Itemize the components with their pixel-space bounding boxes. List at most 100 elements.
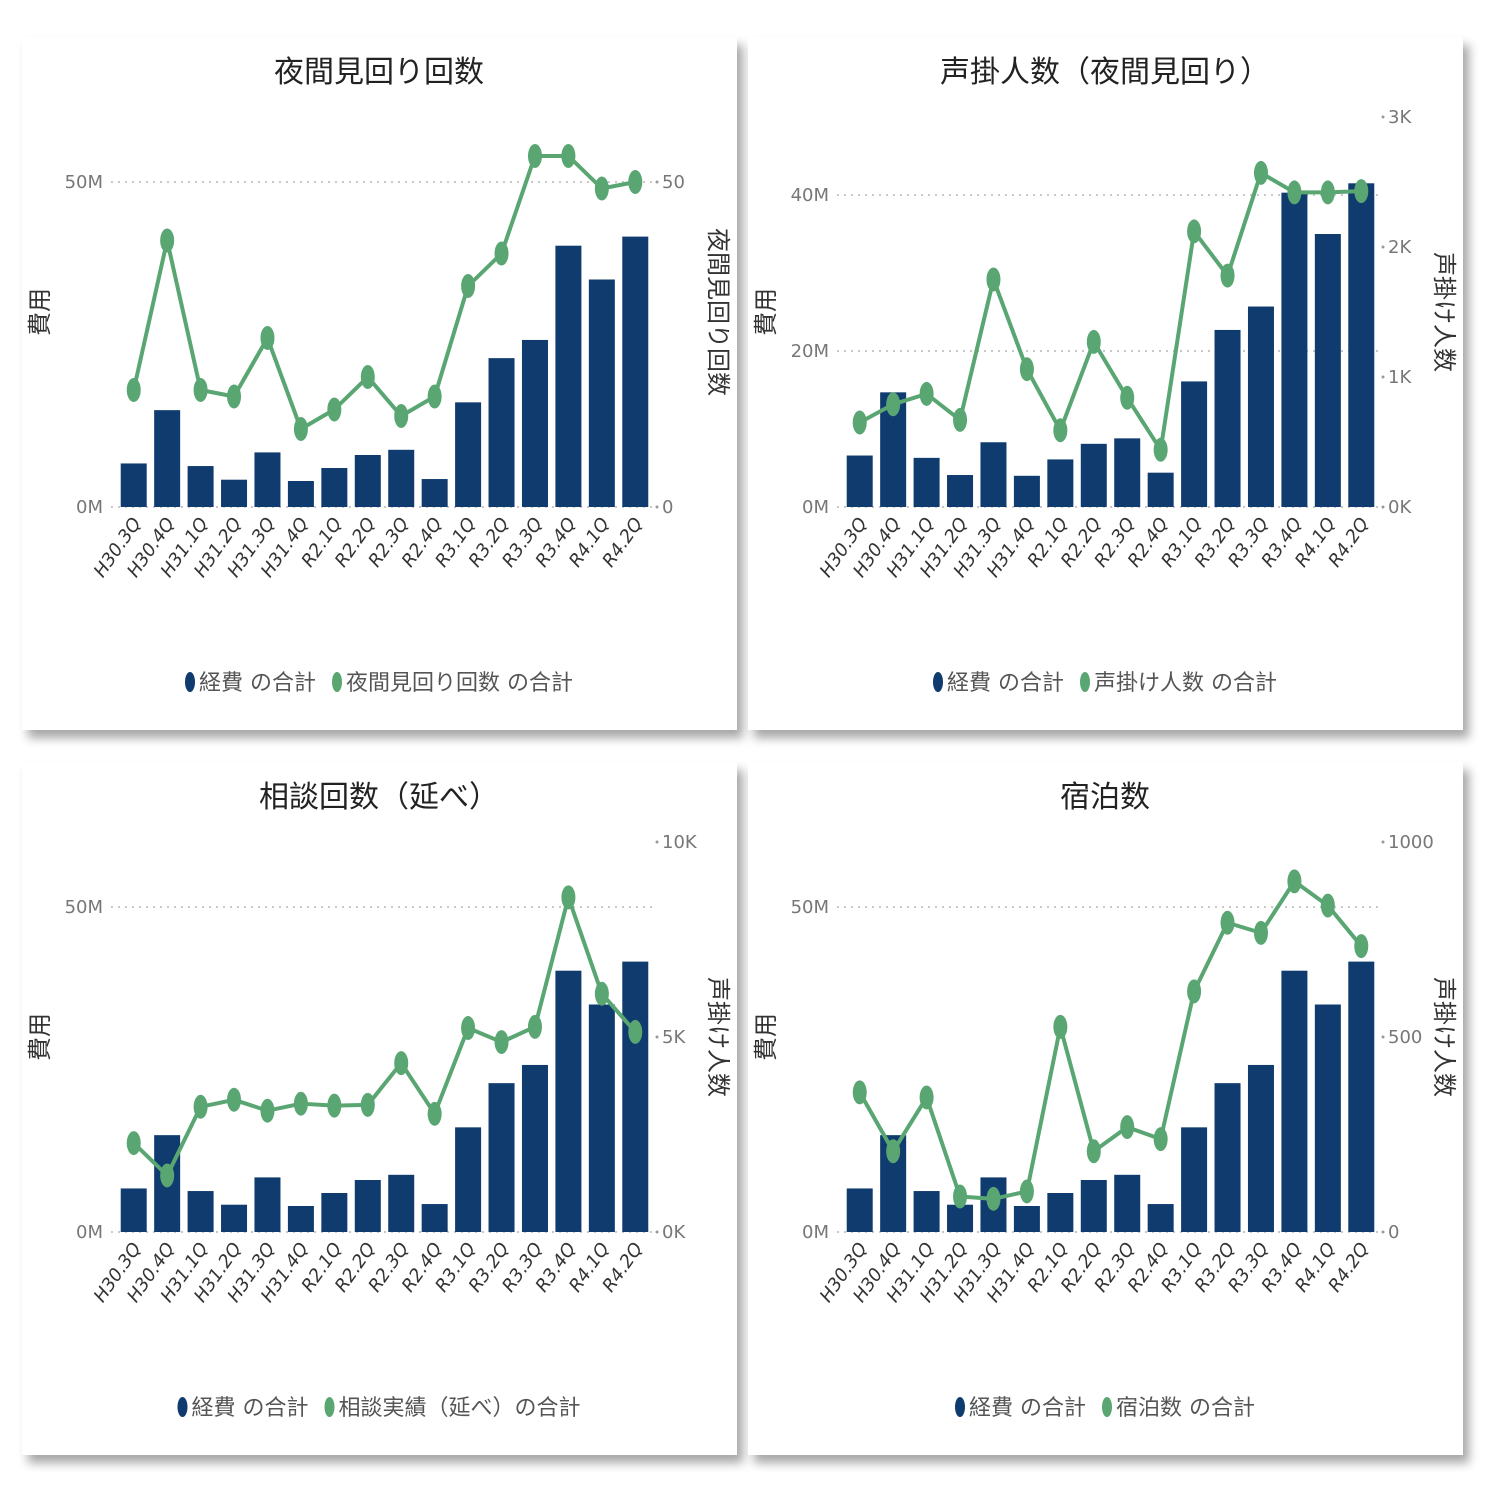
line-point <box>227 1087 242 1112</box>
line-point <box>594 981 609 1006</box>
line-point <box>293 1091 308 1116</box>
bar <box>1247 1064 1274 1232</box>
line-point <box>394 404 409 428</box>
legend-marker-line <box>332 672 342 692</box>
right-tick-mark <box>1381 505 1385 509</box>
line-point <box>628 170 643 194</box>
line-point <box>986 1186 1001 1211</box>
line-point <box>1354 934 1369 959</box>
line-point <box>561 144 576 168</box>
line-point <box>461 1016 476 1041</box>
right-tick-label: 5K <box>662 1027 686 1048</box>
bar <box>187 466 214 507</box>
line-point <box>628 1019 643 1044</box>
bar <box>947 1204 974 1232</box>
bar <box>254 1177 281 1232</box>
legend-marker-bar <box>955 1397 965 1417</box>
line-point <box>919 381 934 406</box>
bar <box>388 449 415 507</box>
right-tick-mark <box>1381 1035 1385 1039</box>
line-point <box>886 1139 901 1164</box>
line-point <box>394 1051 409 1076</box>
right-tick-label: 1K <box>1388 367 1412 388</box>
bar <box>154 410 181 507</box>
right-tick-label: 0K <box>1388 497 1412 518</box>
line-point <box>494 1030 509 1055</box>
line-point <box>919 1085 934 1110</box>
line-point <box>193 1094 208 1119</box>
bar <box>1247 306 1274 507</box>
right-tick-label: 10K <box>662 832 698 853</box>
legend-marker-bar <box>177 1397 188 1417</box>
bar <box>1114 438 1141 507</box>
chart-title: 相談回数（延べ） <box>259 780 499 815</box>
line-point <box>293 417 308 441</box>
line-point <box>561 885 576 910</box>
y2-axis-title: 声掛け人数 <box>1430 252 1458 372</box>
line-point <box>1120 1115 1135 1140</box>
bar <box>254 452 281 507</box>
left-tick-label: 50M <box>65 172 103 193</box>
bar <box>588 279 615 507</box>
bar <box>287 1206 314 1232</box>
line-point <box>427 1101 442 1126</box>
line-point <box>1320 180 1335 205</box>
y-axis-title: 費用 <box>752 1013 780 1061</box>
line-point <box>160 228 175 253</box>
legend-label-bar: 経費 の合計 <box>947 671 1064 696</box>
bar <box>421 1204 448 1232</box>
bar <box>120 463 147 507</box>
legend-marker-line <box>1102 1397 1112 1417</box>
bar <box>521 1064 548 1232</box>
right-tick-label: 50 <box>662 172 685 193</box>
legend-marker-line <box>324 1397 335 1417</box>
right-tick-mark <box>1381 840 1385 844</box>
bar <box>488 1083 515 1232</box>
line-point <box>1019 357 1034 382</box>
line-point <box>427 384 442 409</box>
right-tick-mark <box>1381 245 1385 249</box>
line-point <box>160 1163 175 1188</box>
series-line <box>858 170 1362 452</box>
line-point <box>594 176 609 201</box>
bar <box>1314 234 1341 507</box>
line-point <box>1120 385 1135 410</box>
bar <box>555 970 582 1232</box>
line-point <box>852 410 867 435</box>
bar <box>947 475 974 507</box>
legend-label-bar: 経費 の合計 <box>191 1396 308 1421</box>
legend-marker-bar <box>933 672 943 692</box>
line-point <box>527 144 542 168</box>
bar <box>913 1191 940 1232</box>
right-tick-mark <box>1381 1230 1385 1234</box>
bar <box>1147 1204 1174 1232</box>
bar <box>622 236 649 507</box>
y2-axis-title: 夜間見回り回数 <box>704 228 732 396</box>
line-point <box>193 378 208 402</box>
line-point <box>886 392 901 417</box>
bar <box>1147 472 1174 507</box>
line-point <box>1053 418 1068 443</box>
line-point <box>327 397 342 422</box>
line-point <box>1053 1014 1068 1039</box>
bar <box>1281 192 1308 507</box>
bar <box>1181 381 1208 507</box>
bar <box>287 481 314 507</box>
y-axis-title: 費用 <box>26 288 54 336</box>
right-tick-mark <box>655 1230 659 1234</box>
right-tick-label: 3K <box>1388 107 1412 128</box>
right-tick-label: 1000 <box>1388 832 1434 853</box>
bar <box>588 1004 615 1232</box>
chart-title: 宿泊数 <box>1060 780 1150 815</box>
left-tick-label: 0M <box>76 1222 103 1243</box>
line-point <box>1187 219 1202 244</box>
bar <box>1013 475 1040 507</box>
legend: 経費 の合計 声掛け人数 の合計 <box>933 671 1277 696</box>
line-point <box>360 1092 375 1117</box>
bar <box>455 402 482 507</box>
line-point <box>1253 920 1268 945</box>
line-point <box>1287 869 1302 894</box>
